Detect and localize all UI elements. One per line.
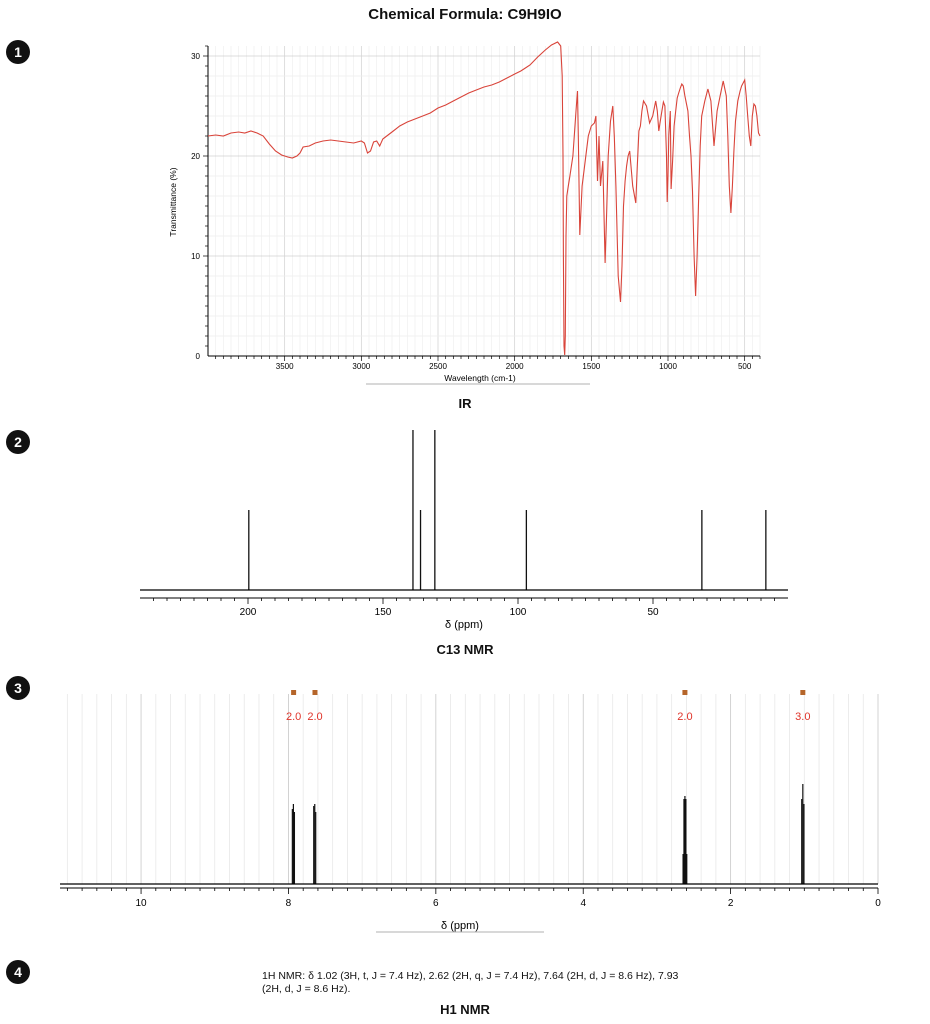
ir-caption: IR bbox=[458, 396, 472, 411]
page-title: Chemical Formula: C9H9IO bbox=[368, 6, 562, 23]
c13-xlabel: δ (ppm) bbox=[445, 619, 483, 631]
c13-x-tick-label: 100 bbox=[510, 607, 527, 618]
ir-y-tick-label: 0 bbox=[196, 352, 201, 361]
h1-integral-marker bbox=[682, 690, 688, 695]
h1-integral-label: 3.0 bbox=[795, 711, 810, 723]
h1-xlabel: δ (ppm) bbox=[441, 920, 479, 932]
step-badge-1: 1 bbox=[6, 40, 30, 64]
h1-integral-marker bbox=[800, 690, 806, 695]
h1-x-tick-label: 6 bbox=[433, 898, 439, 909]
h1-integral-label: 2.0 bbox=[307, 711, 322, 723]
h1-chart: 2.0 2.0 2.0 3.0 10 8 6 4 2 0 δ (ppm) bbox=[60, 690, 881, 933]
ir-y-tick-label: 20 bbox=[191, 152, 200, 161]
step-badge-4: 4 bbox=[6, 960, 30, 984]
c13-x-tick-label: 200 bbox=[240, 607, 257, 618]
h1-x-tick-label: 4 bbox=[580, 898, 586, 909]
h1-x-tick-label: 0 bbox=[875, 898, 881, 909]
ir-xlabel: Wavelength (cm-1) bbox=[444, 373, 516, 383]
ir-x-tick-label: 2000 bbox=[506, 362, 524, 371]
ir-y-tick-label: 30 bbox=[191, 52, 200, 61]
h1-integral-label: 2.0 bbox=[677, 711, 692, 723]
h1-x-tick-label: 2 bbox=[728, 898, 734, 909]
ir-y-tick-label: 10 bbox=[191, 252, 200, 261]
ir-ylabel: Transmittance (%) bbox=[168, 167, 178, 236]
ir-x-tick-label: 3500 bbox=[276, 362, 294, 371]
ir-spectrum-line bbox=[207, 41, 761, 356]
h1-nmr-description-line2: (2H, d, J = 8.6 Hz). bbox=[262, 983, 351, 995]
h1-x-tick-label: 8 bbox=[286, 898, 292, 909]
c13-x-tick-label: 150 bbox=[375, 607, 392, 618]
c13-chart: 200 150 100 50 δ (ppm) bbox=[140, 430, 788, 631]
ir-x-tick-label: 500 bbox=[738, 362, 752, 371]
ir-x-tick-label: 3000 bbox=[352, 362, 370, 371]
h1-caption: H1 NMR bbox=[440, 1002, 490, 1017]
h1-integral-label: 2.0 bbox=[286, 711, 301, 723]
ir-x-tick-label: 1500 bbox=[582, 362, 600, 371]
c13-x-tick-label: 50 bbox=[647, 607, 659, 618]
c13-caption: C13 NMR bbox=[436, 642, 494, 657]
step-badge-3: 3 bbox=[6, 676, 30, 700]
h1-x-tick-label: 10 bbox=[136, 898, 148, 909]
step-badge-2: 2 bbox=[6, 430, 30, 454]
h1-nmr-description-line1: 1H NMR: δ 1.02 (3H, t, J = 7.4 Hz), 2.62… bbox=[262, 970, 679, 982]
h1-nmr-description: 1H NMR: δ 1.02 (3H, t, J = 7.4 Hz), 2.62… bbox=[262, 970, 742, 996]
ir-x-tick-label: 1000 bbox=[659, 362, 677, 371]
ir-x-tick-label: 2500 bbox=[429, 362, 447, 371]
h1-integral-marker bbox=[312, 690, 318, 695]
h1-integral-marker bbox=[291, 690, 297, 695]
ir-chart: 3500 3000 2500 2000 1500 1000 500 0 10 20 30 Trans… bbox=[168, 41, 761, 385]
